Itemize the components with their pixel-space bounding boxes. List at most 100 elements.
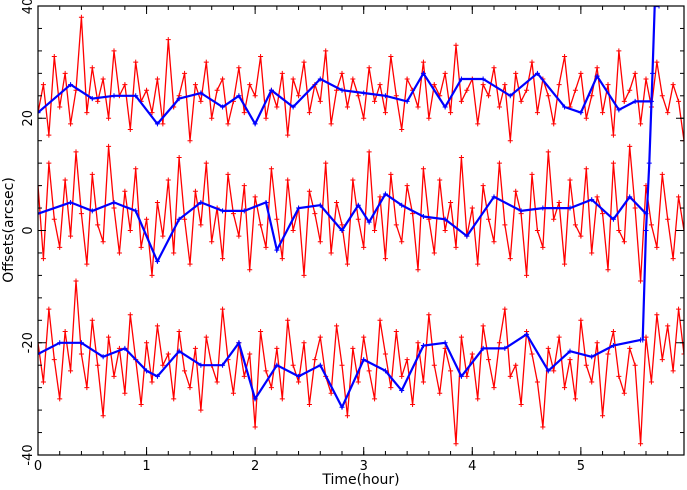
data-point — [659, 171, 665, 177]
data-point — [605, 267, 611, 273]
data-point — [225, 171, 231, 177]
series-line-6 — [641, 6, 659, 340]
y-tick-label: -40 — [21, 444, 36, 465]
data-point — [220, 362, 226, 368]
data-point — [192, 188, 198, 194]
data-point — [198, 90, 204, 96]
data-point — [420, 213, 426, 219]
data-point — [95, 362, 101, 368]
data-point — [652, 6, 658, 9]
data-point — [659, 357, 665, 363]
data-point — [306, 110, 312, 116]
data-point — [475, 396, 481, 402]
data-point — [296, 379, 302, 385]
data-point — [361, 334, 367, 340]
data-point — [149, 110, 155, 116]
data-point — [518, 401, 524, 407]
data-point — [301, 59, 307, 65]
data-point — [377, 82, 383, 88]
data-point — [78, 14, 84, 20]
data-point — [458, 334, 464, 340]
x-tick-label: 5 — [577, 459, 585, 474]
data-point — [154, 258, 160, 264]
data-point — [442, 104, 448, 110]
data-point — [247, 267, 253, 273]
data-point — [453, 244, 459, 250]
data-point — [475, 121, 481, 127]
data-point — [361, 90, 367, 96]
data-point — [214, 87, 220, 93]
data-point — [431, 250, 437, 256]
data-point — [100, 76, 106, 82]
data-point — [138, 244, 144, 250]
data-point — [502, 306, 508, 312]
data-point — [632, 362, 638, 368]
series-line-2 — [38, 280, 684, 444]
data-point — [40, 379, 46, 385]
data-point — [111, 93, 117, 99]
data-point — [681, 351, 684, 357]
data-point — [317, 362, 323, 368]
data-point — [545, 345, 551, 351]
data-point — [73, 149, 79, 155]
data-point — [182, 216, 188, 222]
data-point — [203, 160, 209, 166]
data-point — [393, 329, 399, 335]
data-point — [420, 70, 426, 76]
data-point — [258, 222, 264, 228]
data-point — [431, 362, 437, 368]
data-point — [589, 379, 595, 385]
data-point — [654, 244, 660, 250]
data-point — [610, 216, 616, 222]
data-point — [366, 65, 372, 71]
data-point — [567, 348, 573, 354]
data-point — [247, 82, 253, 88]
data-point — [220, 256, 226, 262]
data-point — [62, 329, 68, 335]
data-point — [133, 59, 139, 65]
data-point — [89, 65, 95, 71]
data-point — [480, 323, 486, 329]
data-point — [296, 205, 302, 211]
data-point — [442, 70, 448, 76]
data-point — [627, 194, 633, 200]
data-point — [171, 250, 177, 256]
data-point — [160, 121, 166, 127]
data-point — [236, 233, 242, 239]
data-point — [176, 348, 182, 354]
data-point — [84, 261, 90, 267]
data-point — [648, 379, 654, 385]
data-point — [116, 250, 122, 256]
data-point — [57, 396, 63, 402]
data-point — [648, 222, 654, 228]
data-point — [344, 261, 350, 267]
data-point — [252, 93, 258, 99]
data-point — [556, 334, 562, 340]
data-point — [355, 216, 361, 222]
data-point — [453, 441, 459, 447]
data-point — [448, 199, 454, 205]
data-point — [160, 233, 166, 239]
data-point — [410, 401, 416, 407]
data-point — [382, 368, 388, 374]
data-point — [328, 390, 334, 396]
data-point — [236, 65, 242, 71]
data-point — [317, 334, 323, 340]
data-point — [605, 351, 611, 357]
data-point — [176, 96, 182, 102]
data-point — [534, 110, 540, 116]
data-point — [355, 202, 361, 208]
data-point — [220, 76, 226, 82]
data-point — [317, 239, 323, 245]
data-point — [442, 216, 448, 222]
data-point — [350, 177, 356, 183]
data-point — [203, 334, 209, 340]
data-point — [610, 132, 616, 138]
data-point — [458, 373, 464, 379]
data-point — [51, 216, 57, 222]
data-point — [382, 93, 388, 99]
data-point — [583, 166, 589, 172]
data-point — [84, 110, 90, 116]
data-point — [290, 104, 296, 110]
data-point — [344, 104, 350, 110]
